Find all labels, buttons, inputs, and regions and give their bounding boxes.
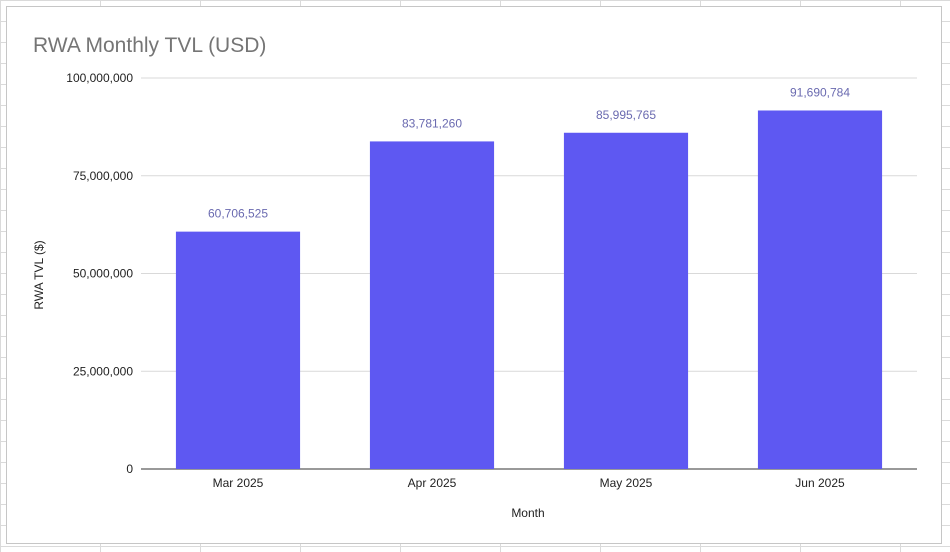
y-tick-label: 0 xyxy=(126,462,133,476)
x-tick-label: May 2025 xyxy=(600,476,653,490)
x-axis-title: Month xyxy=(511,506,544,520)
y-tick-label: 50,000,000 xyxy=(73,267,133,281)
y-tick-label: 100,000,000 xyxy=(66,71,133,85)
x-tick-label: Jun 2025 xyxy=(795,476,845,490)
bar-data-label: 85,995,765 xyxy=(596,108,656,122)
bar[interactable] xyxy=(757,110,883,469)
y-tick-label: 25,000,000 xyxy=(73,364,133,378)
x-tick-label: Mar 2025 xyxy=(213,476,264,490)
bar-data-label: 60,706,525 xyxy=(208,207,268,221)
bar-data-label: 91,690,784 xyxy=(790,85,850,99)
bar[interactable] xyxy=(563,132,689,469)
bar[interactable] xyxy=(175,231,301,469)
chart-card: RWA Monthly TVL (USD) 0 25,000,000 50,000,… xyxy=(6,6,942,544)
y-tick-label: 75,000,000 xyxy=(73,169,133,183)
label-layer: 0 25,000,000 50,000,000 75,000,000 100,000,0… xyxy=(66,71,850,490)
chart-svg: RWA Monthly TVL (USD) 0 25,000,000 50,000,… xyxy=(32,34,917,520)
bar-layer xyxy=(175,110,883,469)
chart-title: RWA Monthly TVL (USD) xyxy=(33,34,266,57)
bar-data-label: 83,781,260 xyxy=(402,116,462,130)
bar[interactable] xyxy=(369,141,495,469)
y-axis-title: RWA TVL ($) xyxy=(32,240,46,309)
x-tick-label: Apr 2025 xyxy=(408,476,457,490)
